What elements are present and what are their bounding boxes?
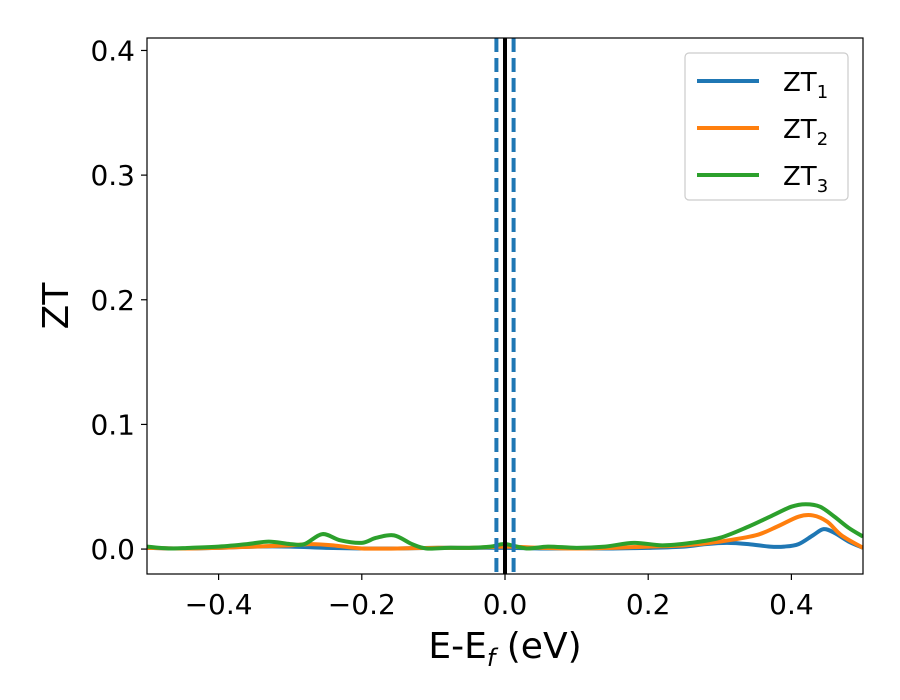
y-tick-label: 0.2: [90, 284, 135, 317]
legend-label-3: ZT3: [783, 162, 828, 197]
y-tick-label: 0.0: [90, 533, 135, 566]
x-tick-label: 0.2: [626, 588, 671, 621]
y-tick-label: 0.3: [90, 159, 135, 192]
series-line-3: [147, 502, 863, 551]
x-axis-label: E-Ef (eV): [428, 626, 581, 672]
legend-box: [684, 52, 849, 201]
x-tick-label: 0.4: [769, 588, 814, 621]
y-tick-label: 0.1: [90, 408, 135, 441]
x-tick-label: −0.2: [328, 588, 396, 621]
legend-label-1: ZT1: [783, 68, 828, 103]
legend-label-2: ZT2: [783, 115, 828, 150]
y-tick-label: 0.4: [90, 34, 135, 67]
y-axis-label: ZT: [36, 282, 77, 330]
x-tick-label: −0.4: [185, 588, 253, 621]
x-tick-label: 0.0: [483, 588, 528, 621]
